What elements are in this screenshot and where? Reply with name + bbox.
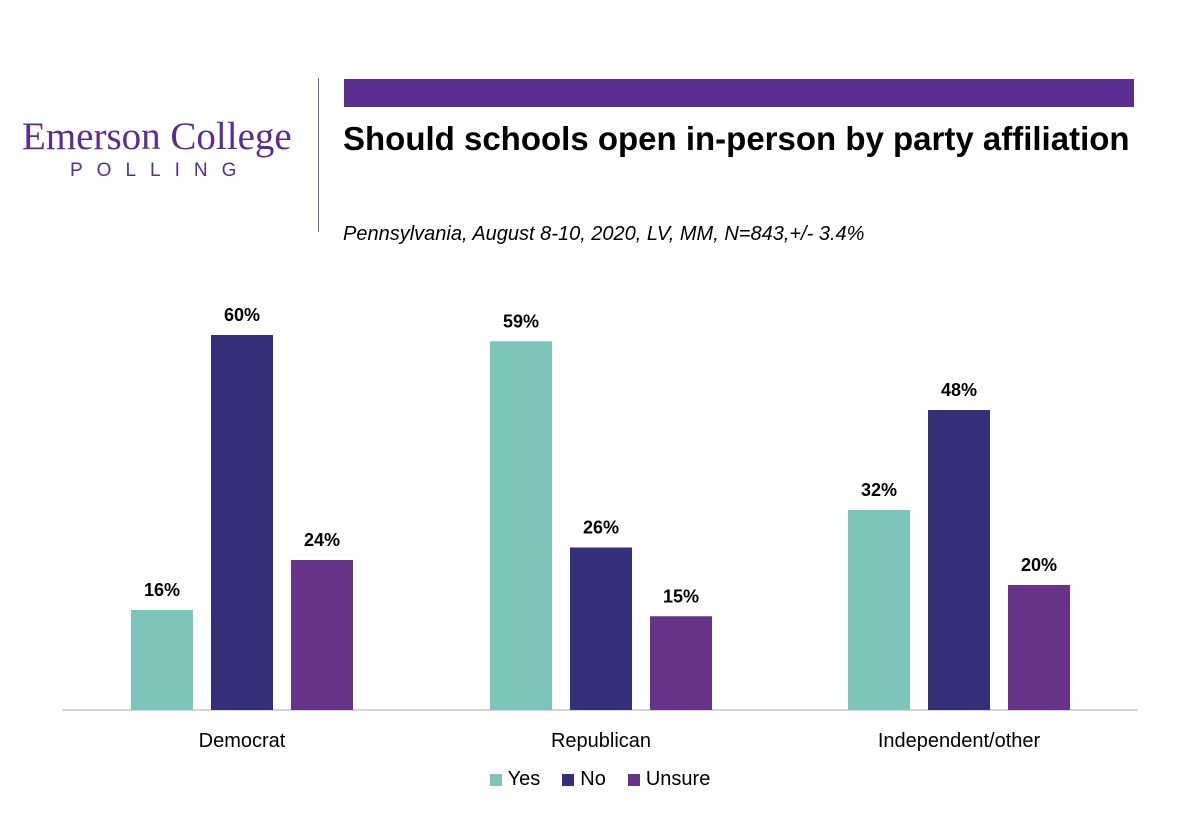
category-label-0: Democrat — [199, 730, 286, 752]
legend: Yes No Unsure — [0, 768, 1200, 791]
data-label-yes-2: 32% — [861, 480, 897, 500]
logo-subtitle: POLLING — [70, 160, 251, 181]
legend-item-no: No — [562, 768, 606, 791]
data-label-yes-1: 59% — [503, 311, 539, 331]
legend-item-unsure: Unsure — [627, 768, 711, 791]
bar-yes-1 — [490, 341, 552, 710]
bar-unsure-0 — [291, 560, 353, 710]
data-label-unsure-0: 24% — [304, 530, 340, 550]
chart-subtitle: Pennsylvania, August 8-10, 2020, LV, MM,… — [343, 223, 865, 245]
bar-unsure-2 — [1008, 585, 1070, 710]
legend-label-no: No — [580, 768, 606, 790]
bar-yes-2 — [848, 510, 910, 710]
logo-title: Emerson College — [22, 115, 292, 158]
data-label-no-0: 60% — [224, 305, 260, 325]
chart-title: Should schools open in-person by party a… — [343, 120, 1130, 157]
data-label-yes-0: 16% — [144, 580, 180, 600]
title-accent-bar — [344, 79, 1134, 107]
bar-no-1 — [570, 547, 632, 710]
legend-label-unsure: Unsure — [645, 768, 711, 790]
category-label-2: Independent/other — [878, 730, 1041, 752]
legend-item-yes: Yes — [489, 768, 541, 791]
header-divider — [318, 78, 319, 232]
bar-no-0 — [211, 335, 273, 710]
bar-yes-0 — [131, 610, 193, 710]
bar-unsure-1 — [650, 616, 712, 710]
data-label-unsure-2: 20% — [1021, 555, 1057, 575]
data-label-no-1: 26% — [583, 518, 619, 538]
category-label-1: Republican — [551, 730, 651, 752]
data-label-no-2: 48% — [941, 380, 977, 400]
data-label-unsure-1: 15% — [663, 586, 699, 606]
legend-swatch-unsure — [627, 773, 640, 786]
legend-label-yes: Yes — [507, 768, 541, 790]
bar-chart: 16% 60% 24% Democrat 59% 26% 15% Republican 32% 4… — [62, 305, 1138, 752]
legend-swatch-yes — [489, 773, 502, 786]
bar-no-2 — [928, 410, 990, 710]
legend-swatch-no — [562, 773, 575, 786]
